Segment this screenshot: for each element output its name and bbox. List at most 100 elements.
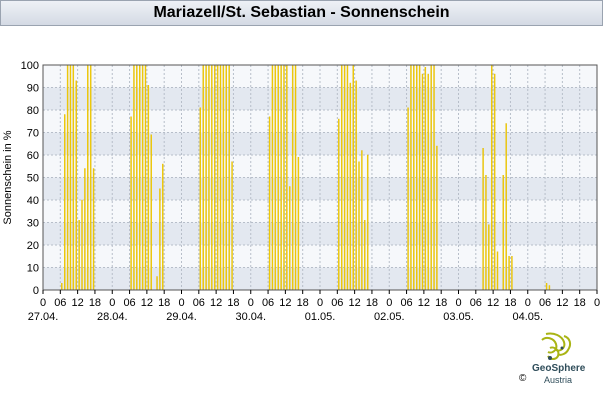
sunshine-bar (133, 64, 135, 291)
sunshine-bar (271, 64, 274, 291)
sunshine-bar (421, 73, 424, 291)
x-date-label: 04.05. (512, 311, 543, 323)
sunshine-bar (225, 64, 227, 291)
x-hour-label: 18 (435, 297, 447, 309)
sunshine-bar (496, 251, 499, 291)
x-date-label: 29.04. (166, 311, 197, 323)
sunshine-bar (156, 276, 158, 291)
x-date-label: 30.04. (235, 311, 266, 323)
sunshine-bar (291, 64, 294, 291)
sunshine-bar (81, 199, 83, 291)
x-hour-label: 0 (455, 297, 461, 309)
sunshine-bar (69, 64, 72, 291)
y-tick-label: 60 (27, 150, 39, 162)
x-hour-label: 12 (487, 297, 499, 309)
x-date-label: 27.04. (28, 311, 59, 323)
x-date-label: 01.05. (305, 311, 336, 323)
x-date-label: 28.04. (97, 311, 128, 323)
sunshine-bar (87, 64, 89, 291)
sunshine-bar (214, 64, 216, 291)
x-date-label: 02.05. (374, 311, 405, 323)
sunshine-bar (352, 64, 354, 291)
sunshine-bar (488, 224, 490, 291)
sunshine-bar (274, 64, 277, 291)
x-hour-label: 0 (317, 297, 323, 309)
y-axis-label: Sonnenschein in % (2, 130, 14, 224)
sunshine-bar (219, 64, 222, 291)
sunshine-bar (211, 64, 213, 291)
sunshine-bar (424, 67, 427, 291)
sunshine-bar (280, 64, 282, 291)
x-hour-label: 0 (525, 297, 531, 309)
sunshine-bar (66, 64, 69, 291)
x-hour-label: 0 (109, 297, 115, 309)
sunshine-bar (407, 107, 409, 291)
sunshine-bar (502, 175, 504, 291)
grid-band (43, 132, 597, 155)
sunshine-bar (485, 175, 487, 291)
x-hour-label: 18 (366, 297, 378, 309)
sunshine-bar (343, 64, 346, 291)
sunshine-bar (231, 161, 233, 291)
sunshine-bar (361, 150, 363, 291)
sunshine-bar (436, 145, 438, 291)
sunshine-bar (139, 64, 141, 291)
sunshine-bar (545, 283, 548, 291)
sunshine-bar (346, 64, 349, 291)
x-date-label: 03.05. (443, 311, 474, 323)
y-tick-label: 90 (27, 83, 39, 95)
sunshine-bar (63, 114, 66, 291)
sunshine-bar (508, 256, 510, 291)
sunshine-bar (338, 118, 340, 291)
sunshine-bar (159, 188, 161, 291)
x-hour-label: 12 (418, 297, 430, 309)
sunshine-bar (205, 64, 207, 291)
x-hour-label: 06 (54, 297, 66, 309)
y-tick-label: 10 (27, 263, 39, 275)
x-hour-label: 12 (349, 297, 361, 309)
sunshine-bar (511, 256, 513, 291)
sunshine-bar (297, 157, 300, 291)
y-tick-label: 100 (21, 60, 39, 72)
y-tick-label: 0 (33, 285, 39, 297)
sunshine-bar (216, 64, 219, 291)
sunshine-bar (283, 64, 285, 291)
x-hour-label: 06 (193, 297, 205, 309)
sunshine-bar (416, 64, 418, 291)
x-hour-label: 18 (227, 297, 239, 309)
x-hour-label: 18 (504, 297, 516, 309)
x-hour-label: 0 (248, 297, 254, 309)
sunshine-bar (61, 283, 63, 291)
x-hour-label: 12 (279, 297, 291, 309)
x-hour-label: 18 (297, 297, 309, 309)
x-hour-label: 12 (556, 297, 568, 309)
sunshine-bar (89, 64, 92, 291)
sunshine-bar (150, 134, 152, 291)
sunshine-bar (355, 80, 357, 291)
sunshine-bar (349, 82, 352, 291)
x-hour-label: 06 (400, 297, 412, 309)
chart-title: Mariazell/St. Sebastian - Sonnenschein (153, 4, 450, 21)
y-tick-label: 20 (27, 240, 39, 252)
x-hour-label: 0 (594, 297, 600, 309)
sunshine-bar (144, 64, 147, 291)
sunshine-bar (294, 64, 297, 291)
sunshine-bar (482, 148, 484, 291)
y-tick-label: 70 (27, 128, 39, 140)
x-hour-label: 0 (178, 297, 184, 309)
copyright-mark: © (519, 373, 527, 384)
geosphere-logo-icon (541, 332, 572, 360)
sunshine-bar (366, 154, 369, 291)
sunshine-bar (130, 116, 132, 291)
brand-sub: Austria (544, 375, 573, 385)
x-hour-label: 06 (539, 297, 551, 309)
brand-name: GeoSphere (532, 363, 586, 374)
sunshine-bar (92, 168, 95, 291)
grid-band (43, 200, 597, 223)
x-hour-label: 18 (158, 297, 170, 309)
sunshine-bar (202, 64, 204, 291)
x-hour-label: 06 (123, 297, 135, 309)
sunshine-bar (277, 64, 279, 291)
sunshine-bar (136, 64, 138, 291)
y-tick-label: 30 (27, 218, 39, 230)
